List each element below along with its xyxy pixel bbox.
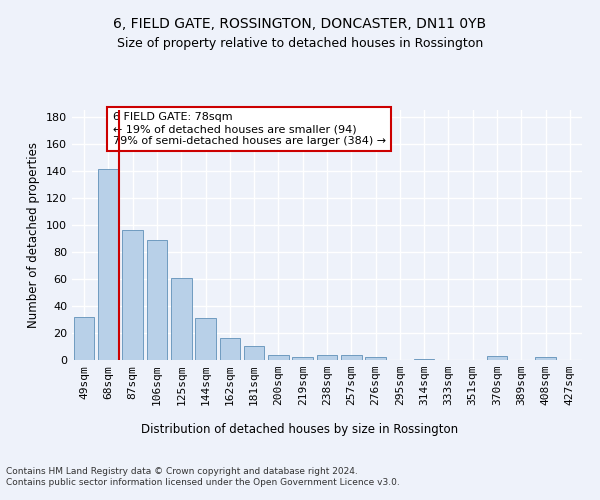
- Bar: [487, 356, 508, 360]
- Text: Size of property relative to detached houses in Rossington: Size of property relative to detached ho…: [117, 38, 483, 51]
- Text: Contains HM Land Registry data © Crown copyright and database right 2024.
Contai: Contains HM Land Registry data © Crown c…: [6, 468, 400, 487]
- Bar: [171, 278, 191, 360]
- Text: Distribution of detached houses by size in Rossington: Distribution of detached houses by size …: [142, 422, 458, 436]
- Bar: [317, 354, 337, 360]
- Bar: [414, 358, 434, 360]
- Bar: [244, 346, 265, 360]
- Bar: [292, 358, 313, 360]
- Bar: [535, 358, 556, 360]
- Bar: [195, 318, 216, 360]
- Bar: [122, 230, 143, 360]
- Bar: [268, 354, 289, 360]
- Bar: [365, 358, 386, 360]
- Y-axis label: Number of detached properties: Number of detached properties: [28, 142, 40, 328]
- Bar: [74, 317, 94, 360]
- Bar: [220, 338, 240, 360]
- Bar: [341, 354, 362, 360]
- Bar: [146, 240, 167, 360]
- Text: 6, FIELD GATE, ROSSINGTON, DONCASTER, DN11 0YB: 6, FIELD GATE, ROSSINGTON, DONCASTER, DN…: [113, 18, 487, 32]
- Text: 6 FIELD GATE: 78sqm
← 19% of detached houses are smaller (94)
79% of semi-detach: 6 FIELD GATE: 78sqm ← 19% of detached ho…: [113, 112, 386, 146]
- Bar: [98, 170, 119, 360]
